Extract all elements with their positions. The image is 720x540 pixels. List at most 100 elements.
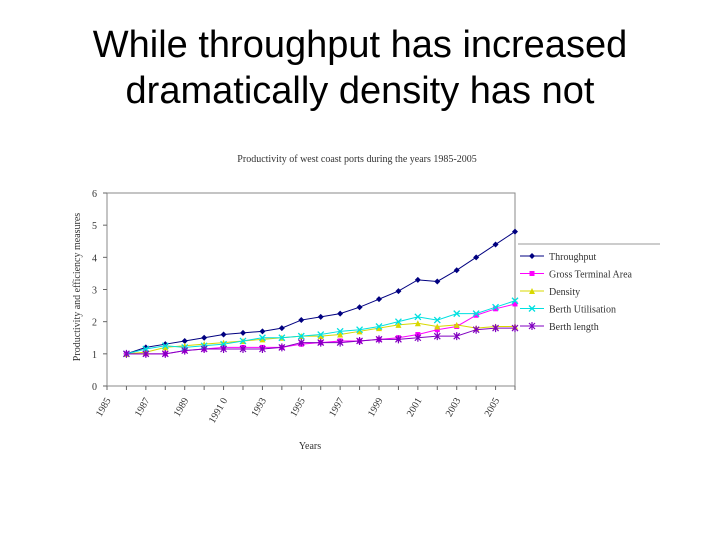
data-point: [258, 334, 266, 342]
data-point: [529, 271, 535, 276]
slide-title-line-2: dramatically density has not: [125, 70, 595, 112]
data-point: [473, 312, 479, 318]
data-point: [162, 344, 169, 351]
y-tick-label: 6: [92, 189, 97, 200]
data-point: [161, 342, 169, 350]
data-point: [278, 334, 286, 342]
data-point: [317, 331, 325, 338]
data-point: [376, 296, 382, 303]
data-point: [414, 333, 422, 342]
y-tick-label: 5: [92, 221, 97, 232]
data-point: [317, 313, 324, 320]
data-point: [356, 328, 363, 335]
data-point: [376, 325, 382, 332]
data-point: [414, 320, 421, 327]
data-point: [395, 288, 402, 295]
data-point: [181, 346, 189, 355]
data-point: [220, 345, 227, 354]
data-point: [434, 323, 441, 330]
plot-frame: [106, 192, 516, 387]
y-tick-label: 0: [92, 382, 97, 393]
data-point: [492, 241, 499, 248]
data-point: [356, 336, 363, 345]
data-point: [453, 321, 460, 328]
data-point: [395, 321, 402, 328]
data-point: [529, 253, 535, 259]
legend-entry: Density: [520, 287, 580, 298]
data-point: [473, 254, 480, 261]
legend-label: Density: [549, 287, 580, 298]
data-point: [240, 329, 246, 336]
data-point: [472, 325, 480, 334]
data-point: [298, 317, 305, 324]
y-tick-label: 3: [92, 286, 97, 297]
slide-title: While throughput has increased dramatica…: [0, 22, 720, 114]
y-tick-label: 4: [92, 253, 97, 264]
legend-entry: Berth length: [520, 322, 599, 333]
legend-entry: Gross Terminal Area: [520, 270, 633, 281]
data-point: [375, 335, 383, 344]
data-point: [512, 228, 518, 235]
data-point: [297, 332, 305, 340]
data-point: [434, 278, 441, 285]
data-point: [278, 325, 285, 332]
data-point: [181, 337, 188, 344]
data-point: [492, 324, 499, 333]
data-point: [394, 318, 402, 326]
data-point: [414, 276, 421, 283]
series-density: [123, 320, 518, 357]
legend-label: Berth Utilisation: [549, 305, 616, 316]
legend: Throughput Gross Terminal Area Density Bert…: [518, 243, 660, 333]
data-point: [297, 338, 305, 347]
data-point: [434, 327, 440, 333]
legend-label: Berth length: [549, 322, 599, 333]
legend-label: Gross Terminal Area: [549, 270, 633, 281]
data-point: [201, 334, 208, 341]
series-berth-length: [123, 324, 519, 358]
data-point: [278, 343, 286, 352]
data-point: [337, 310, 344, 317]
data-point: [317, 333, 324, 340]
data-point: [511, 324, 519, 333]
data-point: [200, 345, 208, 354]
data-point: [259, 336, 266, 343]
y-tick-label: 1: [92, 350, 97, 361]
data-point: [220, 331, 227, 338]
data-point: [356, 304, 363, 311]
slide-title-line-1: While throughput has increased: [92, 24, 628, 66]
data-point: [395, 335, 402, 344]
plot-series: [122, 228, 519, 358]
data-point: [453, 310, 461, 318]
data-point: [336, 327, 344, 335]
data-point: [433, 332, 441, 341]
chart-title: Productivity of west coast ports during …: [237, 154, 476, 165]
data-point: [123, 349, 130, 358]
legend-entry: Berth Utilisation: [520, 305, 616, 316]
x-axis-label: Years: [299, 441, 321, 452]
data-point: [472, 310, 480, 318]
data-point: [453, 267, 460, 274]
y-axis-label: Productivity and efficiency measures: [72, 213, 83, 361]
data-point: [512, 301, 518, 307]
data-point: [528, 305, 536, 312]
data-point: [259, 345, 266, 354]
data-point: [493, 306, 499, 312]
series-throughput: [123, 228, 518, 357]
data-point: [453, 332, 461, 341]
data-point: [511, 297, 519, 305]
data-point: [317, 338, 325, 347]
data-point: [528, 322, 536, 330]
data-point: [337, 331, 344, 338]
data-point: [433, 316, 441, 324]
data-point: [239, 345, 247, 354]
data-point: [239, 337, 247, 345]
data-point: [336, 338, 344, 347]
data-point: [356, 326, 364, 334]
data-point: [259, 328, 266, 335]
legend-entry: Throughput: [520, 252, 596, 263]
data-point: [414, 313, 422, 321]
data-point: [529, 288, 535, 294]
data-point: [375, 323, 383, 330]
